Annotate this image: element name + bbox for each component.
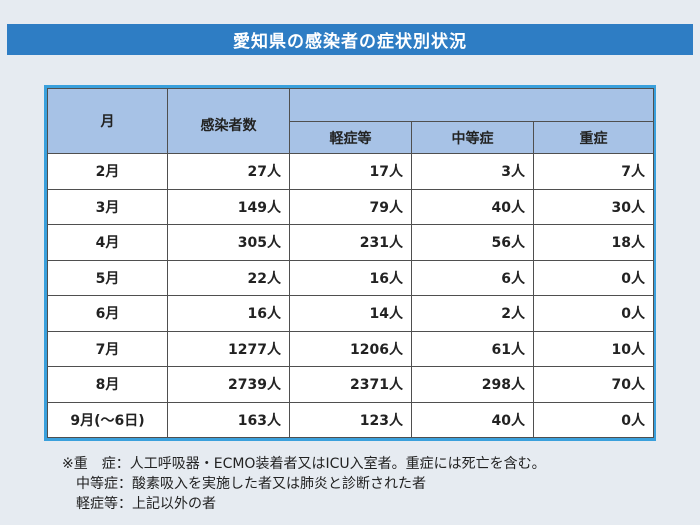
cell-total: 22人: [167, 259, 290, 296]
cell-month: 5月: [47, 259, 168, 296]
cell-mild: 1206人: [289, 330, 412, 367]
note-mild-definition: 軽症等：上記以外の者: [62, 496, 216, 512]
header-mild: 軽症等: [289, 121, 412, 154]
cell-month: 2月: [47, 153, 168, 190]
cell-mild: 2371人: [289, 366, 412, 403]
header-moderate: 中等症: [411, 121, 534, 154]
cell-severe: 70人: [532, 366, 655, 403]
cell-total: 27人: [167, 153, 290, 190]
status-table-container: 月 感染者数 軽症等 中等症 重症 2月 27人 17人 3人 7人 3月 14…: [44, 85, 656, 441]
cell-moderate: 40人: [411, 401, 534, 438]
cell-month: 8月: [47, 366, 168, 403]
cell-total: 305人: [167, 224, 290, 261]
cell-moderate: 3人: [411, 153, 534, 190]
cell-month: 9月(～6日): [47, 401, 168, 438]
table-row: 4月 305人 231人 56人 18人: [47, 224, 655, 261]
table-row: 3月 149人 79人 40人 30人: [47, 188, 655, 225]
table-row: 5月 22人 16人 6人 0人: [47, 259, 655, 296]
cell-month: 6月: [47, 295, 168, 332]
cell-total: 16人: [167, 295, 290, 332]
cell-total: 2739人: [167, 366, 290, 403]
cell-mild: 123人: [289, 401, 412, 438]
table-row: 9月(～6日) 163人 123人 40人 0人: [47, 401, 655, 438]
cell-total: 163人: [167, 401, 290, 438]
cell-moderate: 298人: [411, 366, 534, 403]
cell-severe: 7人: [532, 153, 655, 190]
cell-severe: 0人: [532, 295, 655, 332]
cell-moderate: 6人: [411, 259, 534, 296]
table-row: 2月 27人 17人 3人 7人: [47, 153, 655, 190]
cell-mild: 231人: [289, 224, 412, 261]
cell-mild: 79人: [289, 188, 412, 225]
table-row: 8月 2739人 2371人 298人 70人: [47, 366, 655, 403]
cell-total: 149人: [167, 188, 290, 225]
cell-month: 7月: [47, 330, 168, 367]
cell-mild: 17人: [289, 153, 412, 190]
page-title: 愛知県の感染者の症状別状況: [7, 24, 693, 55]
table-row: 6月 16人 14人 2人 0人: [47, 295, 655, 332]
cell-severe: 30人: [532, 188, 655, 225]
cell-severe: 10人: [532, 330, 655, 367]
header-month: 月: [47, 88, 168, 154]
status-table: 月 感染者数 軽症等 中等症 重症 2月 27人 17人 3人 7人 3月 14…: [47, 88, 655, 438]
cell-moderate: 56人: [411, 224, 534, 261]
header-total-infected: 感染者数: [167, 88, 290, 154]
header-severe: 重症: [532, 121, 655, 154]
cell-moderate: 2人: [411, 295, 534, 332]
cell-month: 3月: [47, 188, 168, 225]
cell-moderate: 61人: [411, 330, 534, 367]
header-symptom-band: [288, 88, 655, 122]
cell-moderate: 40人: [411, 188, 534, 225]
cell-severe: 0人: [532, 401, 655, 438]
cell-severe: 0人: [532, 259, 655, 296]
cell-mild: 16人: [289, 259, 412, 296]
cell-severe: 18人: [532, 224, 655, 261]
cell-mild: 14人: [289, 295, 412, 332]
note-severe-definition: ※重 症：人工呼吸器・ECMO装着者又はICU入室者。重症には死亡を含む。: [62, 456, 546, 472]
cell-month: 4月: [47, 224, 168, 261]
table-row: 7月 1277人 1206人 61人 10人: [47, 330, 655, 367]
note-moderate-definition: 中等症：酸素吸入を実施した者又は肺炎と診断された者: [62, 476, 426, 492]
footnotes: ※重 症：人工呼吸器・ECMO装着者又はICU入室者。重症には死亡を含む。 中等…: [62, 454, 546, 514]
cell-total: 1277人: [167, 330, 290, 367]
